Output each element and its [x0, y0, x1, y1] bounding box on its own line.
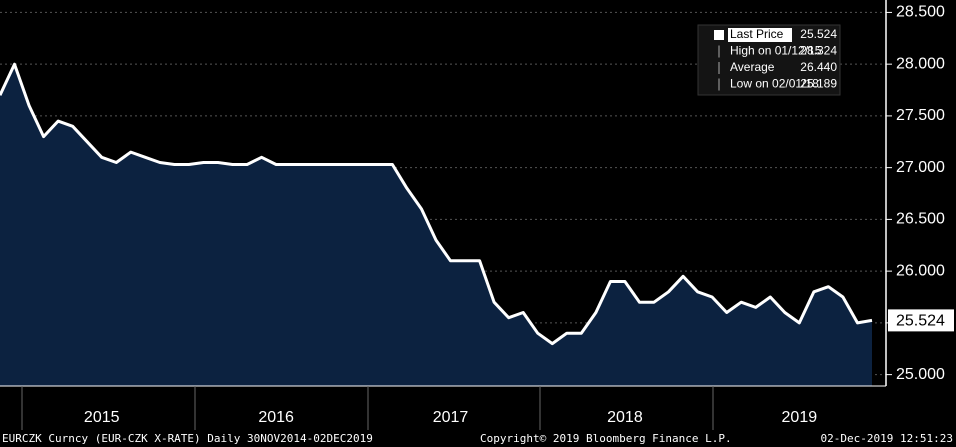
- footer-center: Copyright© 2019 Bloomberg Finance L.P.: [480, 432, 732, 445]
- legend-label-bg: [728, 28, 792, 42]
- y-tick-label: 28.500: [896, 4, 945, 21]
- y-tick-label: 27.500: [896, 107, 945, 124]
- legend-label: Low on 02/01/18: [730, 77, 819, 91]
- legend-value: 25.189: [800, 77, 837, 91]
- legend-value: 28.324: [800, 44, 837, 58]
- legend-label: Last Price: [730, 27, 784, 41]
- y-tick-label: 27.000: [896, 159, 945, 176]
- legend-value: 26.440: [800, 60, 837, 74]
- footer-left: EURCZK Curncy (EUR-CZK X-RATE) Daily 30N…: [2, 432, 373, 445]
- legend-label: High on 01/12/15: [730, 44, 822, 58]
- plot-area: [0, 11, 886, 386]
- y-tick-label: 26.000: [896, 262, 945, 279]
- y-tick-label: 25.000: [896, 366, 945, 383]
- legend-value: 25.524: [800, 27, 837, 41]
- last-price-tag: [888, 309, 954, 332]
- y-tick-label: 26.500: [896, 211, 945, 228]
- year-separators: [21, 386, 714, 430]
- footer-right: 02-Dec-2019 12:51:23: [821, 432, 953, 445]
- y-tick-label: 28.000: [896, 55, 945, 72]
- x-tick-label: 2018: [607, 409, 643, 426]
- legend-swatch: [714, 30, 724, 40]
- last-price-label: 25.524: [896, 313, 945, 330]
- x-tick-label: 2019: [782, 409, 818, 426]
- x-tick-label: 2015: [84, 409, 120, 426]
- x-tick-label: 2017: [433, 409, 469, 426]
- line: [0, 62, 873, 346]
- area: [0, 64, 872, 386]
- x-tick-label: 2016: [258, 409, 294, 426]
- legend-label: Average: [730, 60, 775, 74]
